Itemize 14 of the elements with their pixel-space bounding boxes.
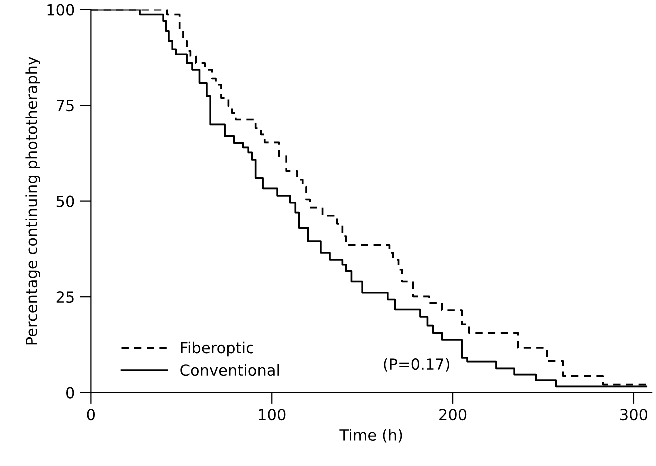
y-axis-title: Percentage continuing phototheraphy — [26, 57, 40, 345]
x-axis-title: Time (h) — [340, 429, 402, 443]
x-tick-label: 0 — [87, 409, 96, 421]
x-tick-label: 100 — [259, 409, 286, 421]
y-tick-label: 100 — [48, 4, 74, 16]
y-tick-label: 25 — [56, 292, 74, 304]
y-tick-label: 75 — [57, 100, 74, 112]
legend-label: Fiberoptic — [181, 342, 254, 357]
y-tick-label: 50 — [56, 196, 74, 208]
x-tick-label: 300 — [620, 409, 648, 421]
x-tick-label: 200 — [440, 409, 467, 421]
y-tick-label: 0 — [66, 387, 74, 399]
annotation: (P=0.17) — [384, 358, 450, 372]
legend-label: Conventional — [180, 364, 280, 376]
